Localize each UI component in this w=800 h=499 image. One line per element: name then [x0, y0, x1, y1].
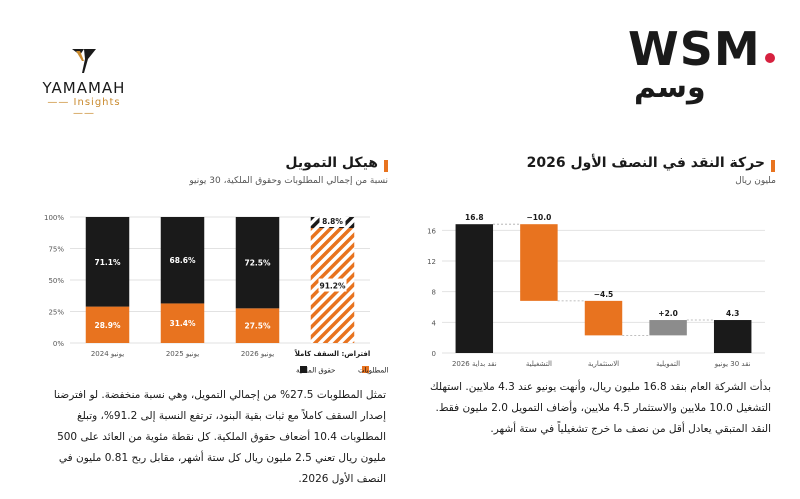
- bar-equity: [160, 217, 205, 304]
- bar-value-label: 16.8: [465, 213, 484, 222]
- waterfall-bar: [584, 300, 623, 336]
- wsm-logo: WSM وسم: [628, 22, 778, 105]
- bar-value-label: 28.9%: [94, 321, 121, 330]
- yamamah-bird-icon: [72, 49, 96, 73]
- wsm-dot-icon: [765, 53, 775, 63]
- funding-structure-chart: 0% 25% 50% 75% 100% 28.9% 71.1% 31.4% 68.6% 27.5…: [44, 214, 389, 375]
- wsm-arabic-text: وسم: [634, 70, 706, 105]
- y-tick-label: 25%: [48, 309, 64, 317]
- y-tick-label: 4: [432, 319, 437, 327]
- y-tick-label: 75%: [48, 246, 64, 254]
- x-tick-label: التمويلية: [656, 360, 680, 368]
- left-panel-paragraph: تمثل المطلوبات 27.5% من إجمالي التمويل، …: [53, 389, 386, 485]
- y-tick-label: 12: [427, 258, 436, 266]
- yamamah-sub: —— Insights ——: [47, 97, 121, 119]
- cash-flow-waterfall-chart: 0 4 8 12 16 16.8 −10.0 −4.5 +2.0 4.3 نقد بداية 2…: [427, 213, 765, 368]
- bar-liabilities: [85, 306, 130, 343]
- legend-label: المطلوبات: [358, 367, 389, 375]
- y-tick-label: 8: [432, 289, 436, 297]
- y-tick-label: 0: [432, 350, 436, 358]
- right-panel-subtitle: مليون ريال: [735, 176, 776, 186]
- right-panel-paragraph: بدأت الشركة العام بنقد 16.8 مليون ريال، …: [430, 381, 771, 435]
- y-tick-label: 0%: [53, 340, 64, 348]
- bar-liabilities: [235, 308, 280, 343]
- right-title-marker: [771, 160, 775, 172]
- waterfall-bar: [455, 224, 494, 353]
- x-tick-label: يونيو 2026: [241, 350, 274, 358]
- y-tick-label: 16: [427, 227, 436, 235]
- bar-value-label: 68.6%: [169, 256, 196, 265]
- bar-value-label: 27.5%: [244, 322, 271, 331]
- bar-value-label: 91.2%: [319, 282, 346, 291]
- bar-value-label: −4.5: [594, 290, 614, 299]
- left-panel-title: هيكل التمويل: [285, 155, 378, 171]
- bar-value-label: +2.0: [658, 309, 678, 318]
- left-title-marker: [384, 160, 388, 172]
- bar-value-label: −10.0: [527, 213, 552, 222]
- x-tick-label: يونيو 2025: [166, 350, 199, 358]
- legend-label: حقوق الملكية: [296, 367, 335, 375]
- y-tick-label: 50%: [48, 277, 64, 285]
- yamamah-name: YAMAMAH: [42, 79, 126, 97]
- bar-value-label: 8.8%: [322, 217, 343, 226]
- x-tick-label: يونيو 2024: [91, 350, 124, 358]
- waterfall-bar: [520, 224, 558, 301]
- x-tick-label: نقد 30 يونيو: [714, 360, 751, 368]
- bar-equity: [235, 217, 280, 309]
- left-panel-subtitle: نسبة من إجمالي المطلوبات وحقوق الملكية، …: [189, 176, 388, 186]
- waterfall-bar: [649, 320, 687, 336]
- waterfall-bar: [713, 320, 752, 353]
- legend-swatch: [362, 366, 369, 373]
- wsm-logo-text: WSM: [628, 22, 761, 76]
- bar-liabilities: [160, 303, 205, 343]
- bar-value-label: 71.1%: [94, 258, 121, 267]
- bar-value-label: 31.4%: [169, 319, 196, 328]
- bar-value-label: 72.5%: [244, 259, 271, 268]
- legend-swatch: [300, 366, 307, 373]
- x-tick-label: التشغيلية: [526, 360, 552, 368]
- x-tick-label: الاستثمارية: [588, 360, 619, 368]
- bar-equity: [85, 217, 130, 307]
- right-panel-title: حركة النقد في النصف الأول 2026: [526, 155, 765, 171]
- label-background: [319, 216, 346, 227]
- y-tick-label: 100%: [44, 214, 64, 222]
- x-tick-label: افتراض: السقف كاملاً: [294, 349, 370, 358]
- yamamah-logo: YAMAMAH —— Insights ——: [38, 45, 130, 119]
- bar-value-label: 4.3: [726, 309, 739, 318]
- x-tick-label: نقد بداية 2026: [452, 360, 497, 368]
- label-background: [318, 278, 347, 292]
